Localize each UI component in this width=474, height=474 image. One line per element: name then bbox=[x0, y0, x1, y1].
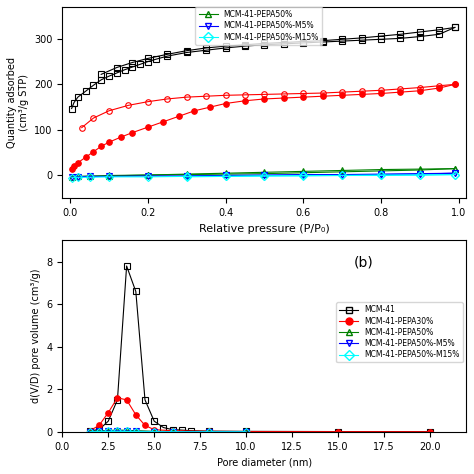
X-axis label: Pore diameter (nm): Pore diameter (nm) bbox=[217, 457, 312, 467]
Text: (b): (b) bbox=[353, 256, 373, 270]
Y-axis label: Quantity adsorbed
(cm³/g STP): Quantity adsorbed (cm³/g STP) bbox=[7, 57, 28, 148]
Y-axis label: d(V/D) pore volume (cm³/g): d(V/D) pore volume (cm³/g) bbox=[31, 269, 41, 403]
X-axis label: Relative pressure (P/P₀): Relative pressure (P/P₀) bbox=[199, 224, 330, 234]
Legend: MCM-41-PEPA50%, MCM-41-PEPA50%-M5%, MCM-41-PEPA50%-M15%: MCM-41-PEPA50%, MCM-41-PEPA50%-M5%, MCM-… bbox=[195, 7, 322, 45]
Legend: MCM-41, MCM-41-PEPA30%, MCM-41-PEPA50%, MCM-41-PEPA50%-M5%, MCM-41-PEPA50%-M15%: MCM-41, MCM-41-PEPA30%, MCM-41-PEPA50%, … bbox=[336, 302, 463, 363]
